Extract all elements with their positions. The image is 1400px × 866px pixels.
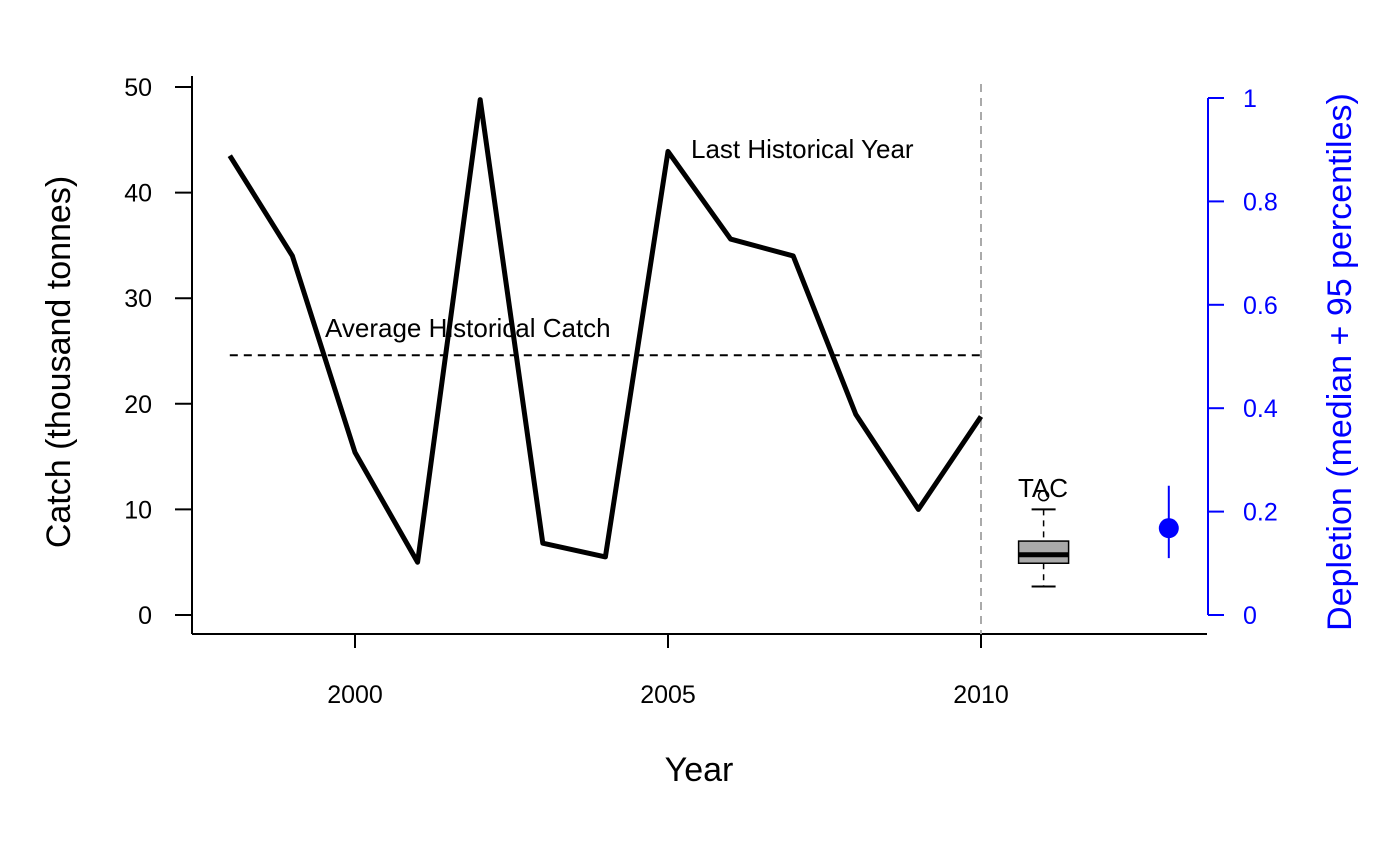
y-tick-label: 40 [124, 180, 152, 208]
tac-label: TAC [1018, 473, 1068, 503]
reference-lines [229, 84, 982, 634]
right-tick-label: 0.8 [1243, 188, 1278, 216]
last-historical-year-label: Last Historical Year [691, 134, 914, 164]
right-tick-label: 0.4 [1243, 395, 1278, 423]
right-tick-label: 0.6 [1243, 292, 1278, 320]
right-tick-label: 0 [1243, 602, 1257, 630]
right-tick-label: 0.2 [1243, 499, 1278, 527]
y-axis-title: Catch (thousand tonnes) [40, 176, 78, 548]
y-tick-label: 30 [124, 285, 152, 313]
average-historical-catch-label: Average Historical Catch [325, 313, 611, 343]
outlier-point [1037, 489, 1050, 502]
right-tick-label: 1 [1243, 85, 1257, 113]
y-tick-label: 20 [124, 391, 152, 419]
depletion-marker [1158, 485, 1179, 559]
x-tick-label: 2005 [640, 681, 696, 709]
x-axis-title: Year [665, 751, 734, 789]
box-iqr [1017, 540, 1070, 565]
axes [191, 76, 1209, 635]
x-axis-ticks: 2000 2005 2010 [327, 634, 1009, 709]
tac-boxplot [1017, 489, 1070, 588]
y-tick-label: 0 [138, 602, 152, 630]
y-tick-label: 10 [124, 496, 152, 524]
right-axis-title: Depletion (median + 95 percentiles) [1321, 93, 1359, 631]
x-tick-label: 2000 [327, 681, 383, 709]
depletion-median-point [1158, 518, 1179, 539]
x-tick-label: 2010 [953, 681, 1009, 709]
right-axis-ticks: 0 0.2 0.4 0.6 0.8 1 [1208, 85, 1278, 630]
y-axis-ticks: 0 10 20 30 40 50 [124, 74, 192, 630]
catch-series [227, 97, 984, 565]
y-tick-label: 50 [124, 74, 152, 102]
